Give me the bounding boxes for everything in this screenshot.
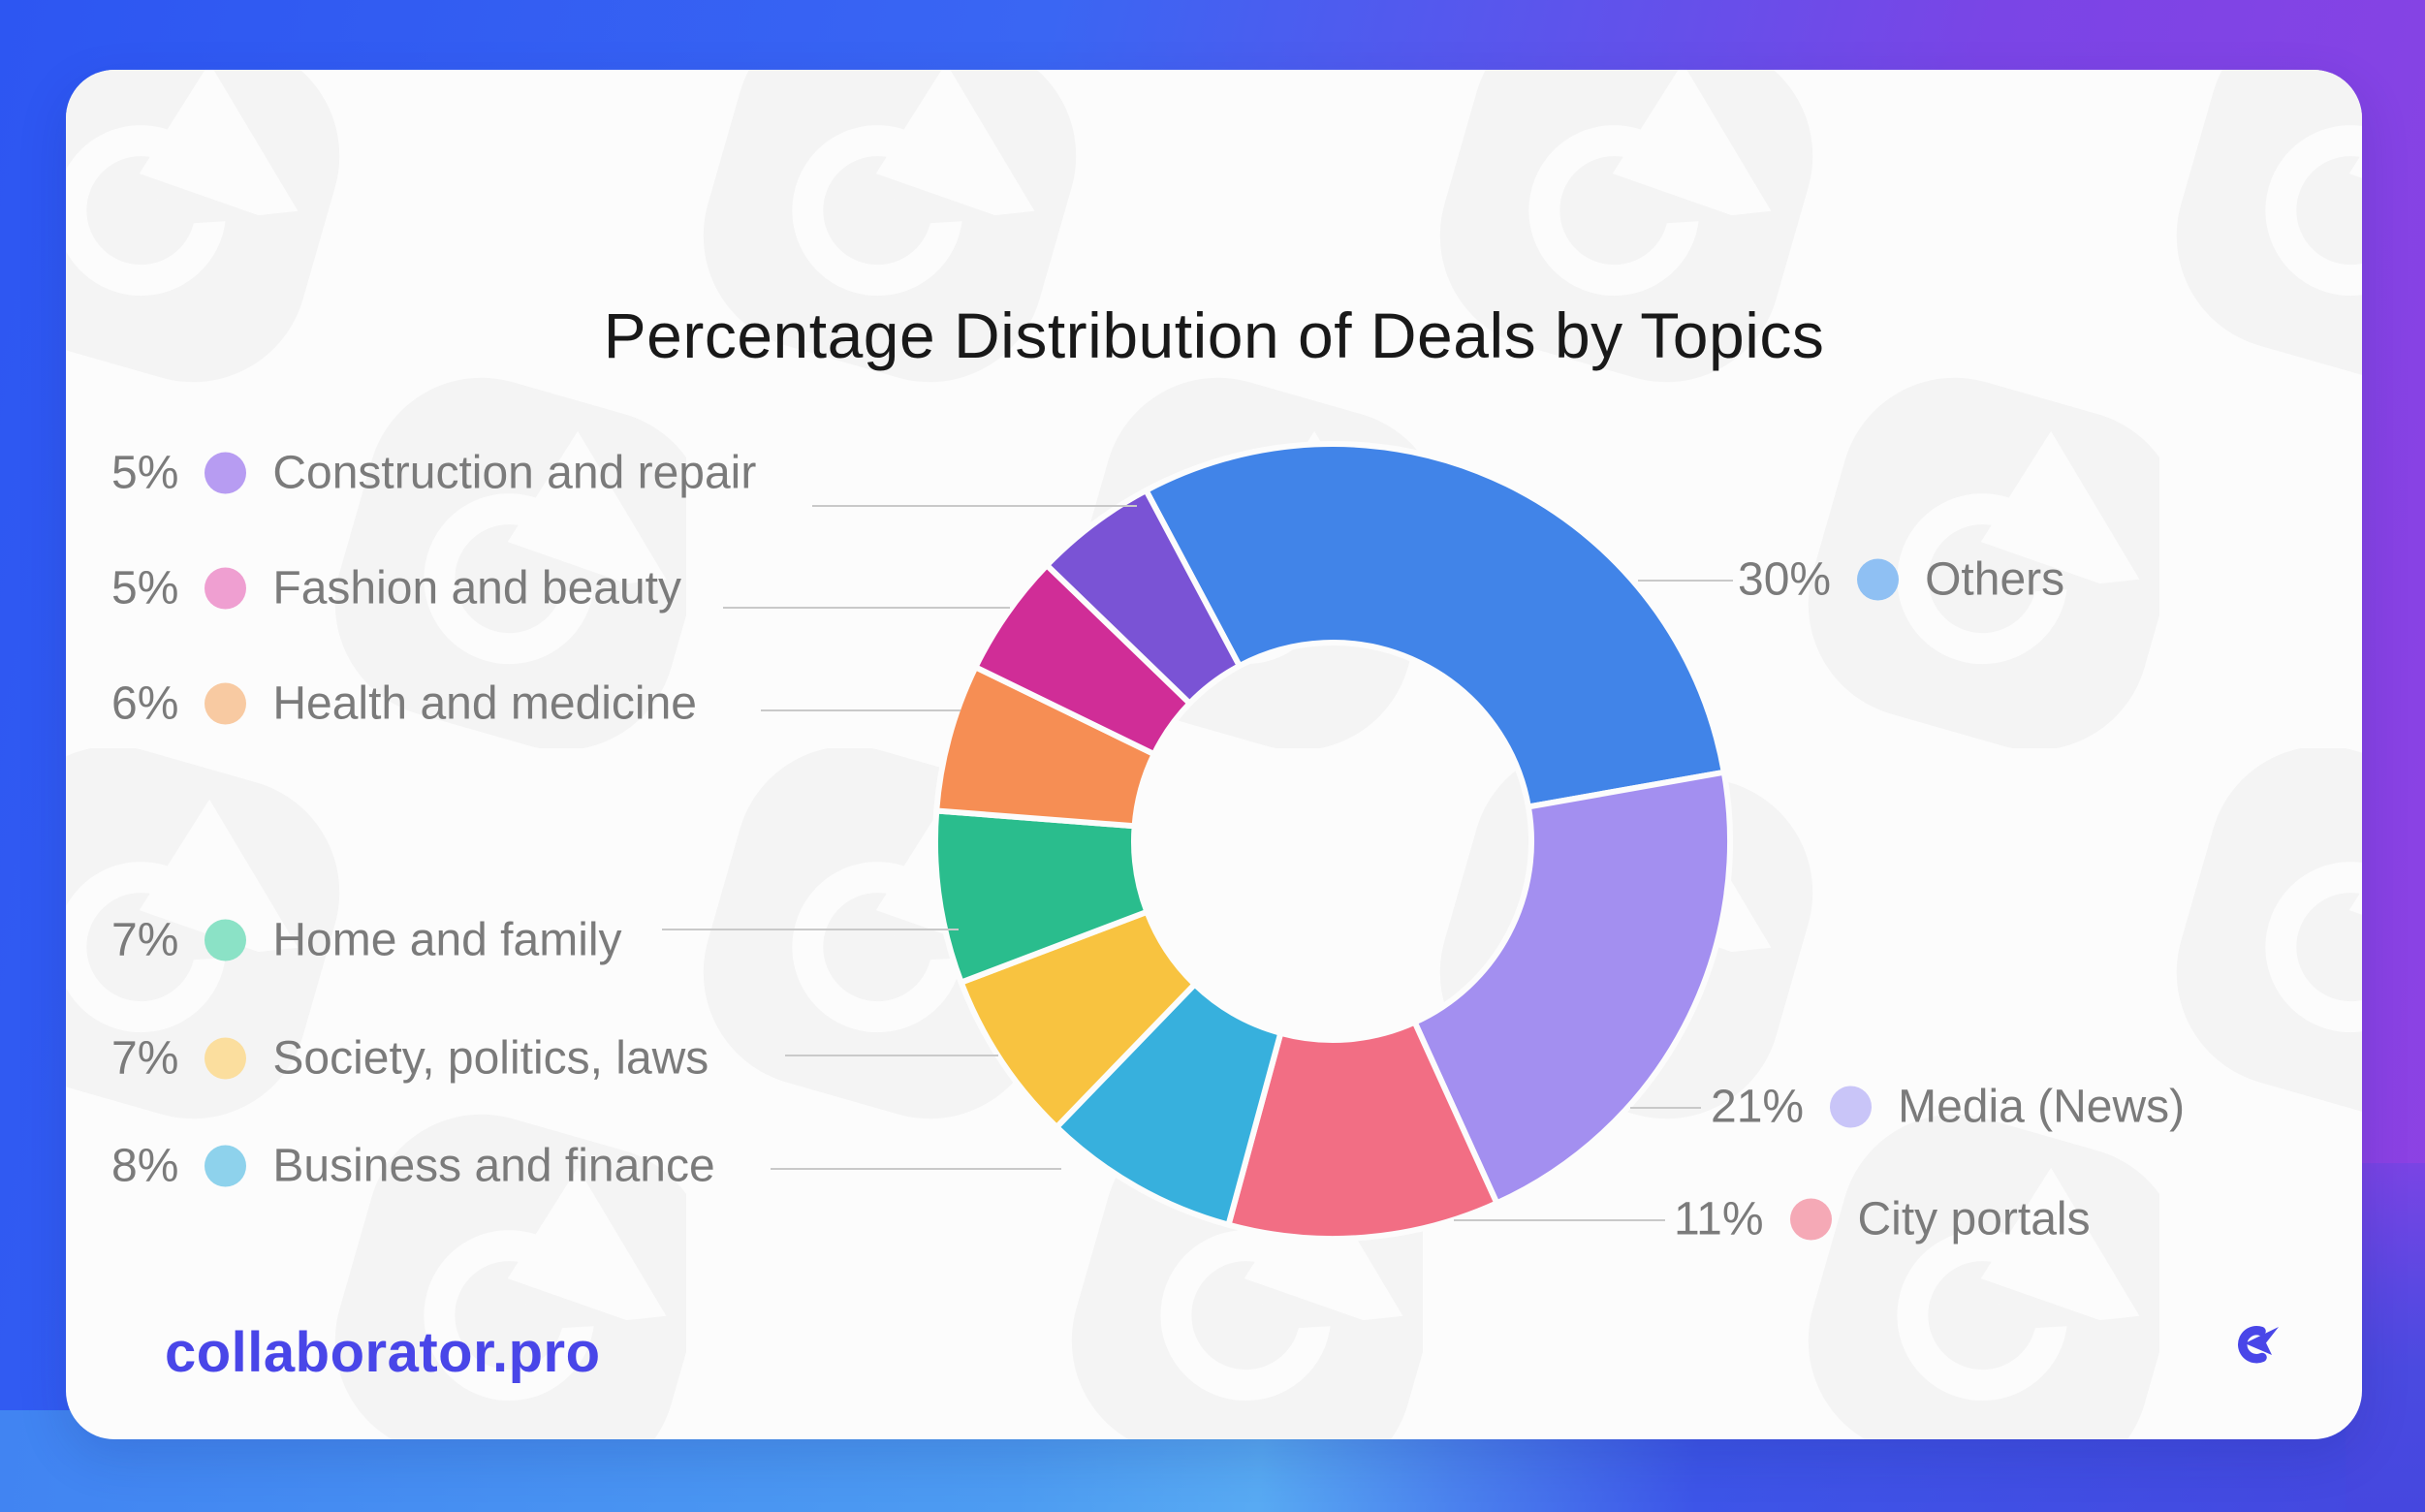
legend-label: Fashion and beauty xyxy=(272,562,682,614)
label-connector-line xyxy=(761,709,961,711)
brand-logo-icon xyxy=(2238,1326,2279,1364)
legend-percent: 5% xyxy=(111,562,179,614)
legend-percent: 11% xyxy=(1674,1193,1764,1245)
infographic-card: Percentage Distribution of Deals by Topi… xyxy=(66,70,2362,1439)
legend-label: Media (News) xyxy=(1898,1081,2186,1133)
legend-item-fashion-and-beauty: 5% Fashion and beauty xyxy=(111,562,681,615)
legend-color-dot xyxy=(1857,558,1900,601)
legend-color-dot xyxy=(1830,1086,1873,1128)
legend-percent: 8% xyxy=(111,1140,179,1192)
legend-item-home-and-family: 7% Home and family xyxy=(111,914,622,967)
legend-label: Construction and repair xyxy=(272,447,757,499)
page-title: Percentage Distribution of Deals by Topi… xyxy=(603,299,1825,372)
legend-item-media-news: 21% Media (News) xyxy=(1711,1081,2185,1134)
label-connector-line xyxy=(662,929,959,930)
legend-item-health-and-medicine: 6% Health and medicine xyxy=(111,677,697,731)
legend-label: Home and family xyxy=(272,914,622,966)
legend-percent: 7% xyxy=(111,1032,179,1085)
legend-color-dot xyxy=(205,1037,247,1080)
legend-color-dot xyxy=(205,682,247,725)
legend-color-dot xyxy=(205,567,247,610)
legend-item-society-politics-laws: 7% Society, politics, laws xyxy=(111,1032,709,1086)
legend-item-city-portals: 11% City portals xyxy=(1674,1193,2091,1246)
label-connector-line xyxy=(785,1055,998,1056)
legend-item-business-and-finance: 8% Business and finance xyxy=(111,1140,715,1193)
label-connector-line xyxy=(812,505,1137,507)
legend-label: City portals xyxy=(1857,1193,2091,1245)
legend-label: Others xyxy=(1925,553,2065,606)
legend-label: Society, politics, laws xyxy=(272,1032,709,1085)
legend-item-construction-and-repair: 5% Construction and repair xyxy=(111,447,756,500)
legend-label: Business and finance xyxy=(272,1140,715,1192)
legend-percent: 30% xyxy=(1738,553,1832,606)
legend-label: Health and medicine xyxy=(272,677,697,730)
legend-color-dot xyxy=(205,919,247,961)
label-connector-line xyxy=(771,1168,1061,1170)
label-connector-line xyxy=(1638,580,1733,582)
legend-percent: 7% xyxy=(111,914,179,966)
label-connector-line xyxy=(1630,1107,1701,1109)
brand-website: collaborator.pro xyxy=(165,1321,601,1384)
legend-color-dot xyxy=(205,1145,247,1187)
legend-color-dot xyxy=(1789,1198,1832,1241)
legend-percent: 5% xyxy=(111,447,179,499)
legend-color-dot xyxy=(205,452,247,494)
label-connector-line xyxy=(1454,1219,1665,1221)
legend-item-others: 30% Others xyxy=(1738,553,2064,607)
label-connector-line xyxy=(723,607,1010,609)
legend-percent: 6% xyxy=(111,677,179,730)
legend-percent: 21% xyxy=(1711,1081,1805,1133)
